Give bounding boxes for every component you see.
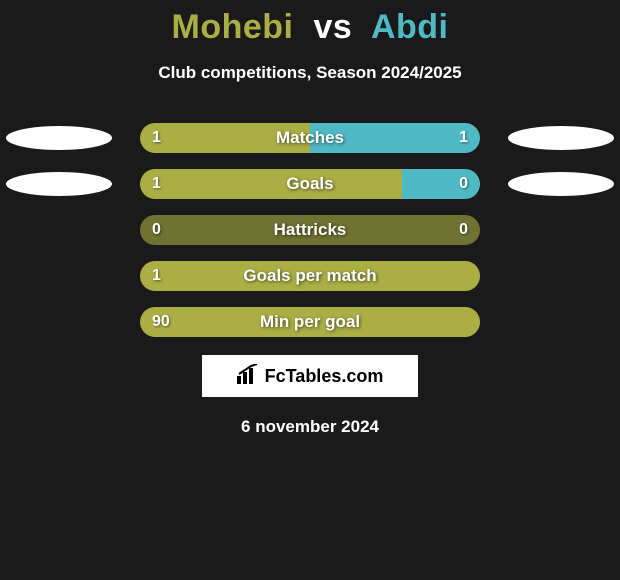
vs-label: vs: [303, 8, 362, 46]
page-title: Mohebi vs Abdi: [0, 8, 620, 47]
brand-text: FcTables.com: [265, 366, 384, 387]
player1-value: 1: [152, 261, 161, 291]
player2-bar: [310, 123, 480, 153]
stat-bar: 11Matches: [140, 123, 480, 153]
player1-bar: [140, 169, 402, 199]
player1-value: 90: [152, 307, 170, 337]
player1-bar: [140, 261, 480, 291]
stat-bar: 1Goals per match: [140, 261, 480, 291]
stat-bar: 0 0Hattricks: [140, 215, 480, 245]
player1-value: 1: [152, 169, 161, 199]
brand-chart-icon: [237, 364, 259, 389]
stats-list: 11Matches10Goals00Hattricks1Goals per ma…: [0, 123, 620, 337]
stat-bar: 10Goals: [140, 169, 480, 199]
stat-label: Hattricks: [140, 215, 480, 245]
stat-row: 1Goals per match: [0, 261, 620, 291]
player2-name: Abdi: [371, 8, 449, 46]
player1-badge: [6, 172, 112, 196]
stat-row: 10Goals: [0, 169, 620, 199]
player2-value: 0: [459, 169, 468, 199]
brand-box[interactable]: FcTables.com: [202, 355, 418, 397]
stat-row: 0 0Hattricks: [0, 215, 620, 245]
stat-bar: 90Min per goal: [140, 307, 480, 337]
player2-value: 0: [459, 215, 468, 245]
player1-bar: [140, 123, 310, 153]
date-label: 6 november 2024: [0, 417, 620, 437]
subtitle: Club competitions, Season 2024/2025: [0, 63, 620, 83]
player1-value: 0: [152, 215, 161, 245]
comparison-card: Mohebi vs Abdi Club competitions, Season…: [0, 0, 620, 437]
player2-bar: [402, 169, 480, 199]
player1-value: 1: [152, 123, 161, 153]
player2-value: 1: [459, 123, 468, 153]
stat-row: 90Min per goal: [0, 307, 620, 337]
player1-badge: [6, 126, 112, 150]
player1-bar: [140, 307, 480, 337]
player2-badge: [508, 172, 614, 196]
stat-row: 11Matches: [0, 123, 620, 153]
player2-badge: [508, 126, 614, 150]
player1-name: Mohebi: [172, 8, 294, 46]
